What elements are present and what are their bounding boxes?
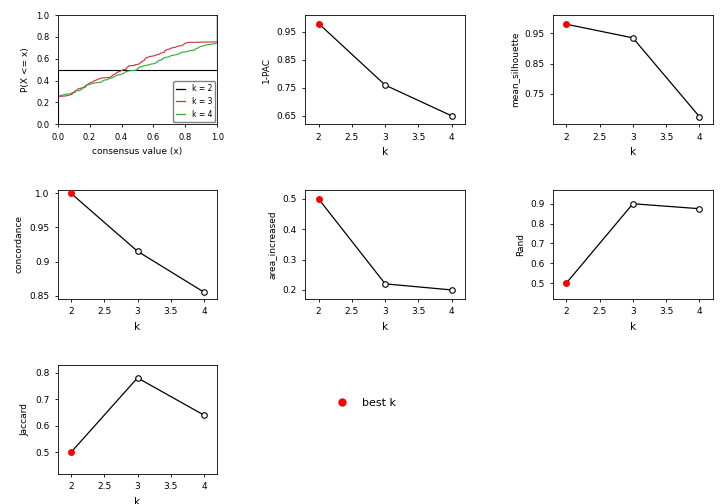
Y-axis label: 1-PAC: 1-PAC: [262, 57, 271, 83]
X-axis label: k: k: [630, 147, 636, 157]
Legend: best k: best k: [327, 393, 401, 412]
X-axis label: k: k: [382, 322, 388, 332]
X-axis label: k: k: [382, 147, 388, 157]
Y-axis label: Rand: Rand: [516, 233, 525, 256]
Y-axis label: mean_silhouette: mean_silhouette: [510, 32, 519, 107]
Legend: k = 2, k = 3, k = 4: k = 2, k = 3, k = 4: [174, 81, 215, 122]
X-axis label: k: k: [135, 322, 140, 332]
X-axis label: k: k: [630, 322, 636, 332]
Y-axis label: area_increased: area_increased: [268, 210, 277, 279]
Y-axis label: concordance: concordance: [14, 215, 24, 274]
X-axis label: consensus value (x): consensus value (x): [92, 147, 183, 156]
Y-axis label: Jaccard: Jaccard: [20, 403, 30, 435]
X-axis label: k: k: [135, 496, 140, 504]
Y-axis label: P(X <= x): P(X <= x): [22, 47, 30, 92]
